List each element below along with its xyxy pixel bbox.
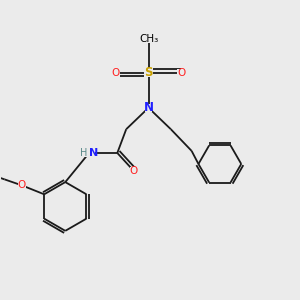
FancyBboxPatch shape xyxy=(83,149,95,157)
FancyBboxPatch shape xyxy=(130,167,137,175)
Text: O: O xyxy=(130,166,138,176)
FancyBboxPatch shape xyxy=(18,181,26,190)
Text: CH₃: CH₃ xyxy=(139,34,158,44)
Text: O: O xyxy=(177,68,185,78)
Text: S: S xyxy=(144,66,153,79)
Text: N: N xyxy=(89,148,98,158)
Text: O: O xyxy=(112,68,120,78)
FancyBboxPatch shape xyxy=(140,34,157,43)
Text: O: O xyxy=(18,180,26,190)
Text: N: N xyxy=(143,101,154,114)
FancyBboxPatch shape xyxy=(178,69,185,77)
Text: H: H xyxy=(80,148,88,158)
FancyBboxPatch shape xyxy=(145,103,152,112)
FancyBboxPatch shape xyxy=(144,68,153,77)
FancyBboxPatch shape xyxy=(112,69,119,77)
